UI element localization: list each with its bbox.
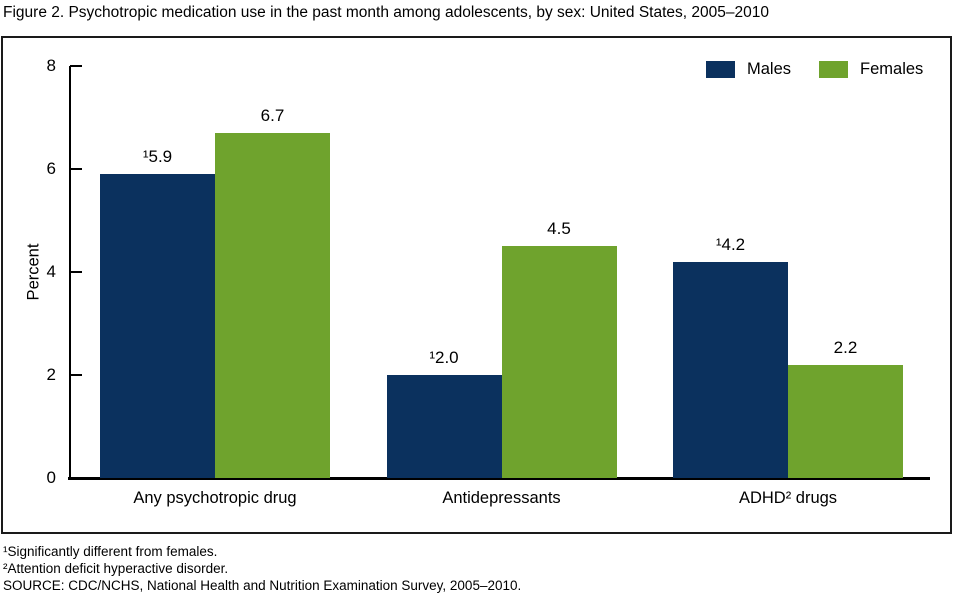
- bar-males-1: [100, 174, 215, 478]
- bar-females-1: [215, 133, 330, 478]
- legend-item-females: Females: [819, 60, 923, 79]
- bar-males-2: [386, 375, 502, 478]
- y-tick-2: [70, 374, 82, 376]
- y-tick-8: [70, 65, 82, 67]
- y-tick-label-8: 8: [46, 56, 56, 75]
- bar-value-label-females-1: 6.7: [260, 106, 285, 125]
- y-tick-label-0: 0: [46, 468, 56, 487]
- legend: Males Females: [706, 60, 923, 79]
- bar-value-label-females-3: 2.2: [833, 338, 858, 357]
- figure-title: Figure 2. Psychotropic medication use in…: [3, 4, 769, 21]
- y-tick-label-4: 4: [46, 262, 56, 281]
- footnote-2: ²Attention deficit hyperactive disorder.: [3, 561, 229, 576]
- bar-value-label-males-3: ¹4.2: [715, 235, 746, 254]
- x-axis-line: [68, 477, 930, 480]
- category-label-2: Antidepressants: [442, 489, 561, 507]
- females-legend-label: Females: [860, 60, 924, 78]
- category-label-3: ADHD² drugs: [738, 489, 838, 507]
- bar-females-3: [788, 365, 903, 478]
- bar-value-label-males-2: ¹2.0: [429, 348, 459, 367]
- category-label-1: Any psychotropic drug: [133, 489, 297, 507]
- bar-males-3: [673, 262, 788, 478]
- footnote-source: SOURCE: CDC/NCHS, National Health and Nu…: [3, 578, 522, 593]
- bar-females-2: [501, 246, 617, 478]
- legend-item-males: Males: [706, 60, 791, 79]
- footnote-1: ¹Significantly different from females.: [3, 544, 218, 559]
- males-legend-swatch-icon: [706, 61, 735, 78]
- y-tick-4: [70, 271, 82, 273]
- y-tick-label-6: 6: [46, 159, 56, 178]
- males-legend-label: Males: [747, 60, 792, 78]
- y-tick-6: [70, 168, 82, 170]
- y-tick-label-2: 2: [46, 365, 56, 384]
- bar-value-label-females-2: 4.5: [547, 219, 571, 238]
- females-legend-swatch-icon: [819, 61, 849, 78]
- bar-value-label-males-1: ¹5.9: [142, 147, 173, 166]
